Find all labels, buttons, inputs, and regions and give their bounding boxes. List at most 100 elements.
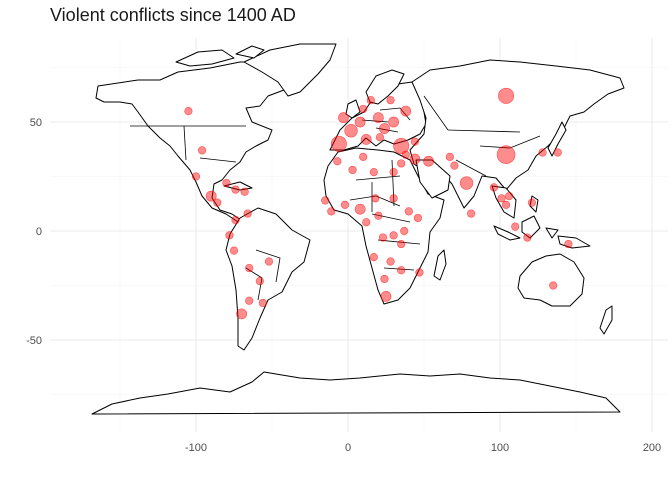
conflict-point bbox=[496, 145, 516, 164]
conflict-point bbox=[410, 137, 419, 146]
conflict-point bbox=[327, 207, 336, 216]
conflict-point bbox=[400, 226, 409, 236]
conflict-point bbox=[450, 161, 459, 170]
country-borders bbox=[130, 95, 541, 301]
new-zealand-islands bbox=[599, 305, 613, 335]
indochina-peninsula bbox=[491, 185, 517, 219]
conflict-point bbox=[359, 152, 368, 161]
north-america-landmass bbox=[95, 61, 291, 223]
conflict-point bbox=[338, 112, 349, 124]
conflict-point bbox=[197, 146, 207, 155]
conflict-point bbox=[362, 218, 371, 227]
map-title: Violent conflicts since 1400 AD bbox=[50, 5, 296, 25]
x-tick-label: 0 bbox=[345, 442, 351, 454]
conflict-point bbox=[245, 296, 254, 305]
japan-islands bbox=[547, 121, 567, 157]
conflict-point bbox=[397, 239, 406, 249]
conflict-point bbox=[191, 172, 201, 181]
conflict-point bbox=[553, 148, 562, 157]
conflict-point bbox=[538, 148, 547, 157]
greenland-landmass bbox=[243, 43, 337, 97]
british-isles bbox=[345, 99, 361, 119]
conflict-point bbox=[354, 116, 366, 128]
conflict-point bbox=[389, 168, 398, 177]
conflict-point bbox=[359, 104, 368, 114]
conflict-point bbox=[397, 159, 406, 168]
conflict-point bbox=[400, 105, 412, 117]
asia-landmass bbox=[409, 59, 625, 209]
conflict-point bbox=[184, 106, 193, 116]
conflict-point bbox=[240, 187, 249, 196]
conflict-point bbox=[380, 290, 392, 302]
conflict-point bbox=[389, 231, 398, 240]
conflict-point bbox=[245, 263, 254, 273]
conflict-points bbox=[184, 87, 573, 320]
conflict-point bbox=[369, 253, 378, 262]
conflict-point bbox=[389, 194, 398, 203]
conflict-point bbox=[409, 153, 421, 165]
conflict-point bbox=[374, 211, 383, 220]
conflict-point bbox=[369, 168, 378, 177]
conflict-point bbox=[375, 133, 385, 142]
conflict-point bbox=[360, 134, 372, 145]
conflict-point bbox=[229, 246, 239, 255]
conflict-point bbox=[231, 185, 240, 194]
conflict-point bbox=[213, 198, 222, 207]
conflict-point bbox=[378, 233, 388, 242]
conflict-point bbox=[467, 209, 476, 218]
scandinavia-landmass bbox=[365, 69, 405, 105]
conflict-point bbox=[397, 266, 406, 275]
conflict-point bbox=[404, 207, 413, 216]
conflict-point bbox=[511, 222, 520, 231]
conflict-point bbox=[445, 152, 454, 161]
conflict-point bbox=[523, 233, 532, 242]
conflict-point bbox=[423, 155, 434, 167]
arabian-peninsula bbox=[415, 159, 451, 199]
madagascar-island bbox=[433, 249, 447, 281]
conflict-point bbox=[372, 112, 384, 124]
conflict-point bbox=[333, 157, 342, 166]
x-tick-label: 100 bbox=[491, 442, 509, 454]
conflict-point bbox=[413, 213, 423, 223]
conflict-point bbox=[527, 198, 537, 207]
conflict-point bbox=[258, 298, 267, 308]
conflict-point bbox=[348, 165, 357, 175]
conflict-point bbox=[255, 277, 264, 286]
conflict-point bbox=[340, 200, 350, 209]
philippines-islands bbox=[529, 195, 539, 213]
conflict-point bbox=[393, 137, 410, 154]
conflict-point bbox=[264, 257, 274, 266]
europe-landmass bbox=[329, 81, 427, 151]
y-tick-label: 50 bbox=[30, 117, 42, 129]
conflict-point bbox=[497, 194, 506, 203]
antarctica-landmass bbox=[91, 371, 621, 415]
conflict-point bbox=[222, 178, 231, 188]
conflict-point bbox=[243, 209, 252, 218]
conflict-point bbox=[344, 124, 358, 138]
conflict-point bbox=[401, 150, 410, 159]
conflict-point bbox=[231, 216, 240, 225]
conflict-point bbox=[330, 135, 347, 152]
y-tick-label: 0 bbox=[36, 226, 42, 238]
conflict-point bbox=[236, 308, 247, 320]
conflict-point bbox=[549, 281, 558, 290]
conflict-point bbox=[321, 196, 330, 205]
conflict-point bbox=[489, 183, 499, 192]
conflict-point bbox=[501, 200, 511, 209]
conflict-point bbox=[379, 123, 390, 134]
conflict-point bbox=[205, 190, 217, 202]
conflict-point bbox=[386, 257, 395, 266]
australia-landmass bbox=[517, 253, 585, 307]
conflict-point bbox=[354, 203, 366, 215]
south-america-landmass bbox=[225, 207, 311, 351]
conflict-point bbox=[366, 96, 375, 105]
conflict-point bbox=[386, 96, 395, 105]
conflict-point bbox=[415, 268, 424, 277]
land-layer bbox=[91, 43, 625, 415]
arctic-islands bbox=[175, 45, 265, 67]
x-tick-label: 200 bbox=[643, 442, 661, 454]
conflict-point bbox=[564, 239, 573, 249]
indonesia-islands bbox=[493, 215, 591, 249]
conflict-point bbox=[225, 231, 234, 240]
